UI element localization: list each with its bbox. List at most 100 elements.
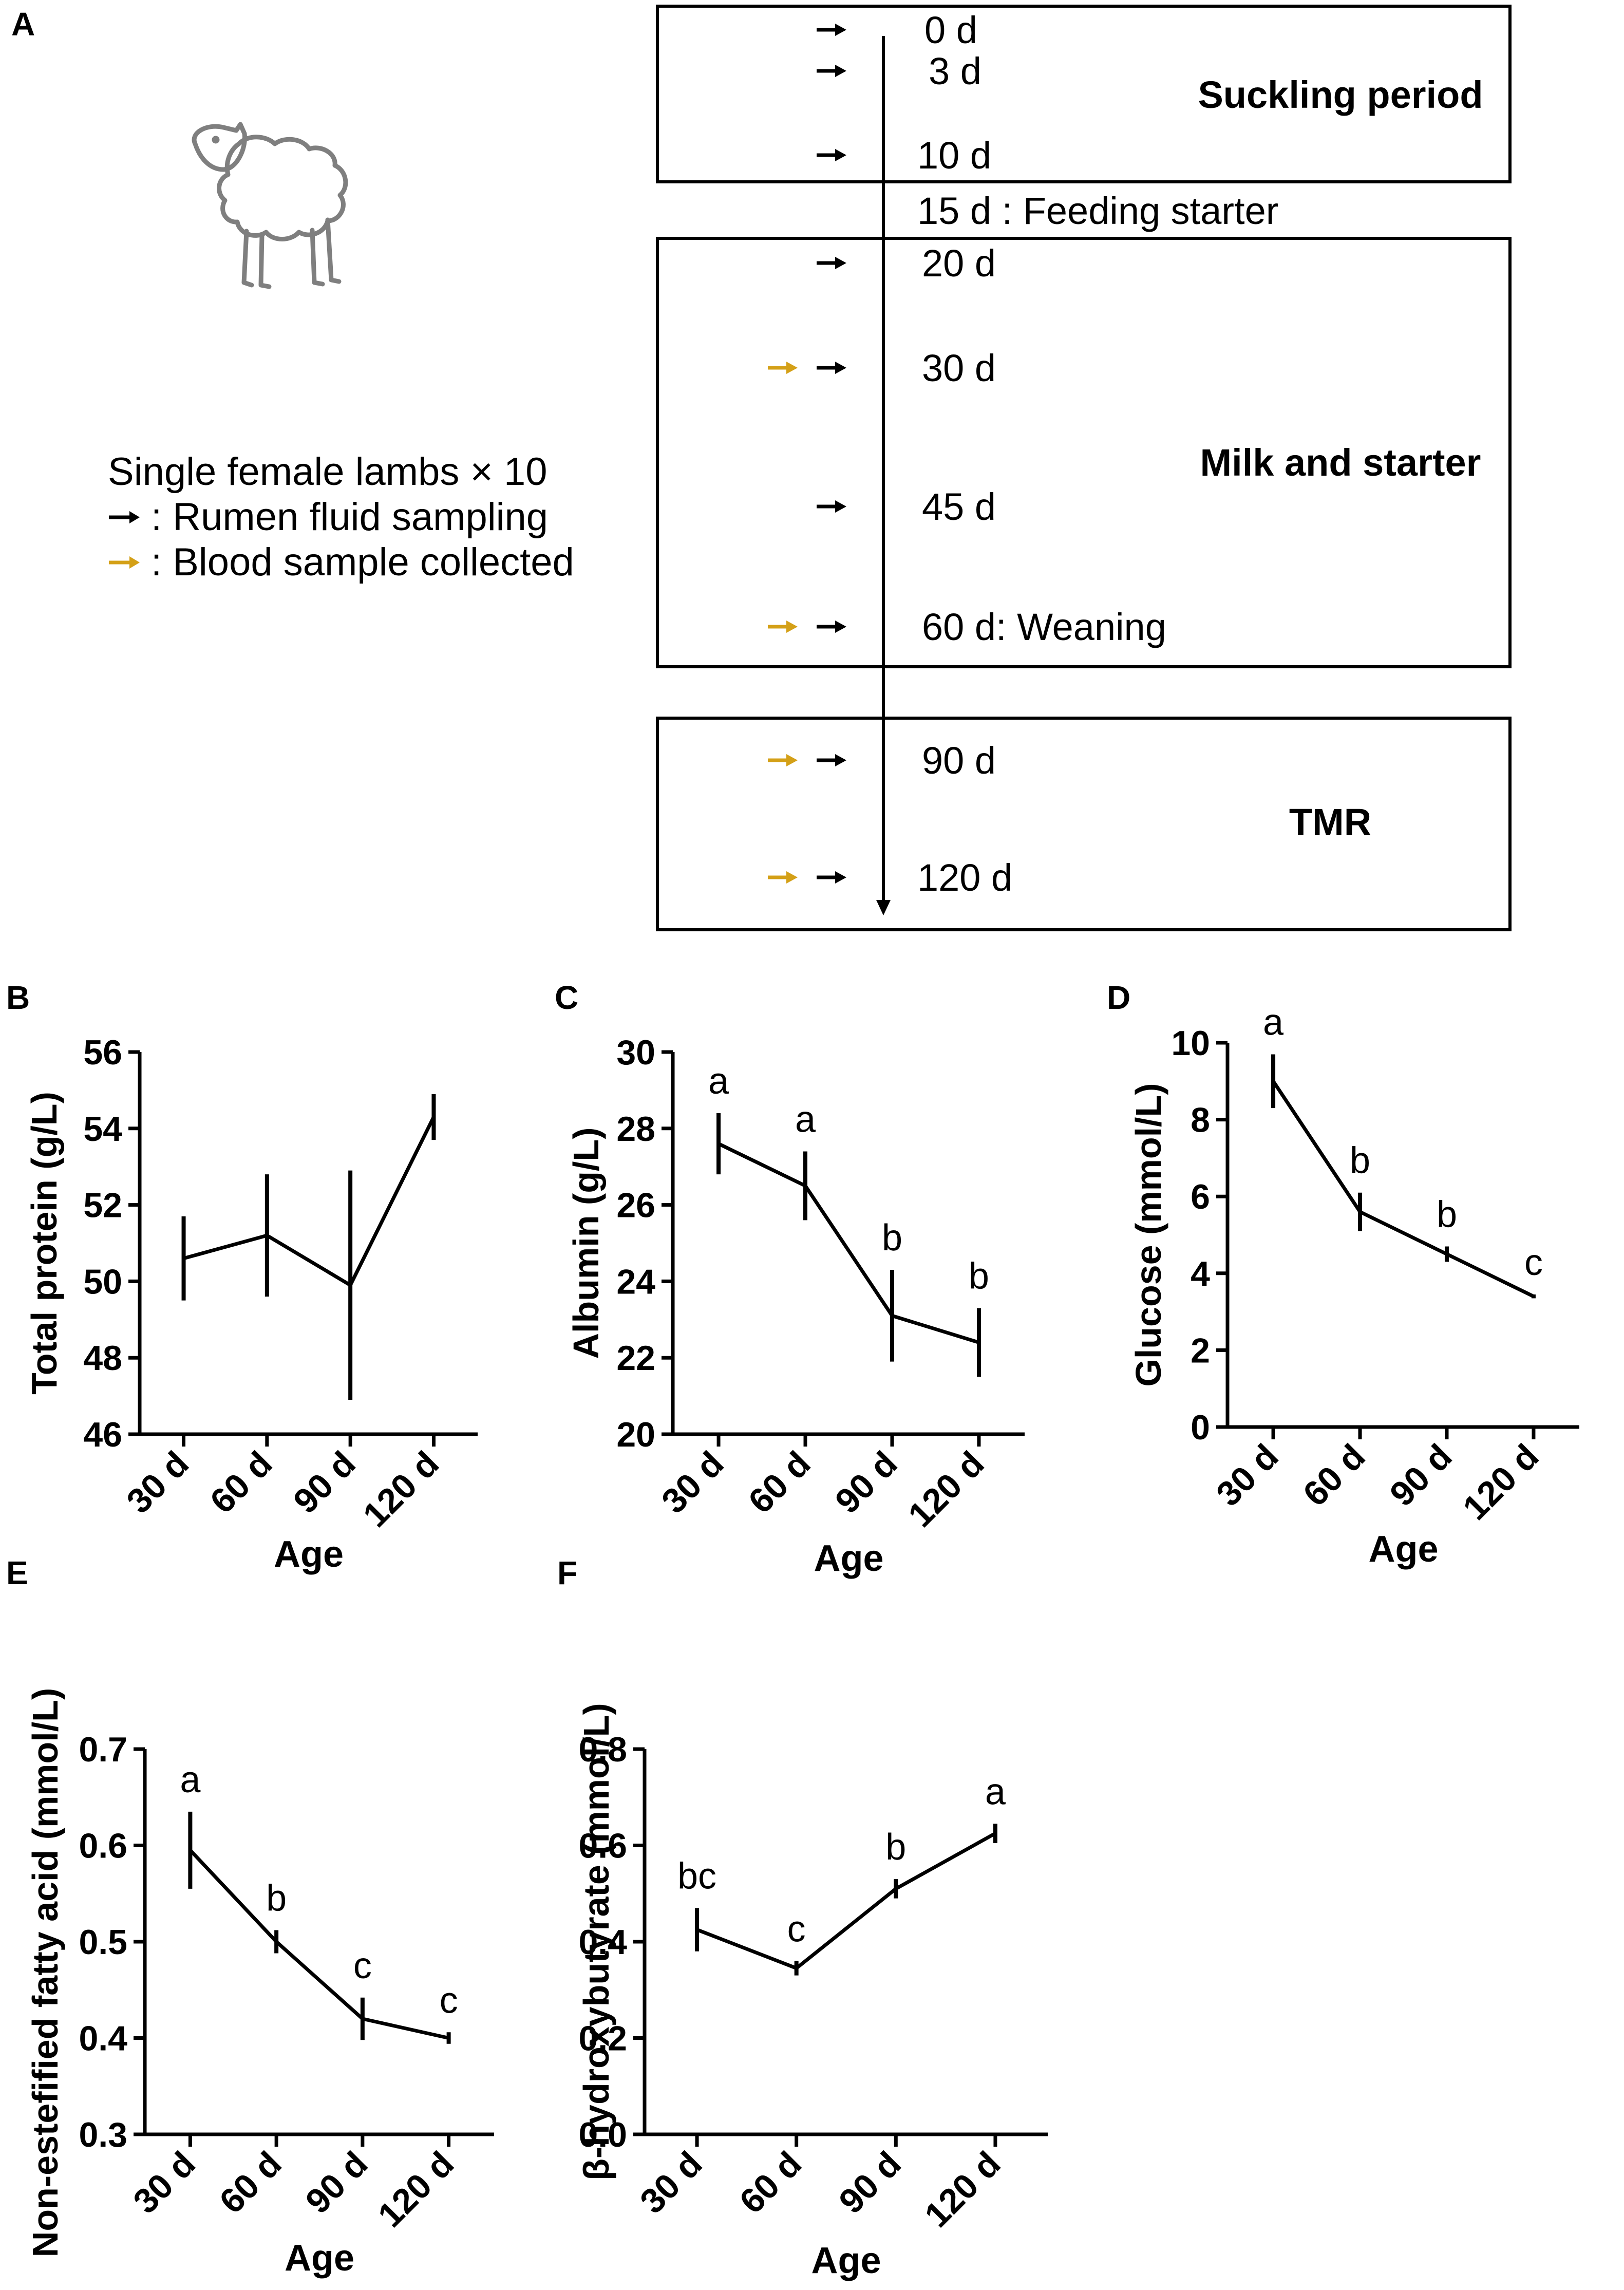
y-tick-label: 0.6 [79,1827,127,1866]
y-axis-title: Glucose (mmol/L) [1128,1083,1168,1386]
significance-letter: bc [677,1855,716,1897]
panel-label-c: C [555,979,579,1016]
rumen-arrow-icon [817,24,846,36]
significance-letter: c [1524,1242,1543,1283]
x-tick-label: 120 d [917,2144,1008,2235]
rumen-arrow-icon [817,362,846,374]
timeline-event-label: 120 d [917,856,1012,899]
x-tick-label: 120 d [901,1444,992,1535]
chart-f: 0.0 0.2 0.4 0.6 0.8 30 d 60 d 90 d 120 d Age β-hyd… [576,1703,1048,2281]
y-tick-label: 10 [1171,1024,1210,1063]
y-tick-label: 24 [616,1262,655,1301]
significance-letter: c [353,1945,372,1986]
rumen-arrow-icon-head [835,871,846,884]
y-tick-label: 0.4 [79,2019,127,2058]
x-axis-title: Age [811,2240,881,2281]
significance-letter: c [440,1980,458,2021]
y-tick-label: 52 [83,1186,122,1225]
gold-arrow-icon [109,556,140,569]
timeline-event-label: 3 d [929,50,981,92]
y-tick-label: 2 [1191,1331,1210,1370]
significance-letter: a [708,1061,729,1102]
y-axis-title: Total protein (g/L) [24,1092,64,1395]
x-tick-label: 60 d [212,2144,289,2221]
x-tick-label: 90 d [286,1444,363,1521]
significance-letter: a [985,1771,1006,1812]
y-tick-label: 0.0 [578,2115,627,2154]
legend-blood: : Blood sample collected [108,540,574,585]
significance-letter: b [1350,1140,1370,1181]
series-line [183,1116,436,1287]
y-tick-label: 30 [616,1033,655,1072]
y-tick-label: 48 [83,1339,122,1378]
blood-arrow-icon-head [786,754,798,766]
rumen-arrow-icon-head [835,149,846,161]
period-box-3 [656,717,1512,931]
panel-label-f: F [557,1554,578,1591]
timeline-event-label: 10 d [917,134,991,177]
x-tick-label: 60 d [732,2144,809,2221]
period-title-3: TMR [1289,801,1371,843]
x-axis-title: Age [285,2238,354,2279]
x-tick-label: 90 d [828,1444,905,1521]
x-tick-label: 60 d [741,1444,818,1521]
timeline-event-label: 20 d [922,242,996,285]
rumen-arrow-icon [817,754,846,766]
legend-rumen: : Rumen fluid sampling [108,495,574,540]
period-box-2 [656,237,1512,668]
y-tick-label: 50 [83,1262,122,1301]
rumen-arrow-icon [817,257,846,269]
rumen-arrow-icon-head [835,257,846,269]
black-arrow-icon [109,511,140,523]
legend-subjects-text: Single female lambs × 10 [108,450,547,494]
rumen-arrow-icon [817,500,846,513]
timeline-event-label: 30 d [922,347,996,389]
blood-arrow-icon [768,754,798,766]
rumen-arrow-icon-head [835,65,846,77]
y-axis-title: Albumin (g/L) [566,1127,606,1359]
legend-rumen-text: : Rumen fluid sampling [151,495,549,539]
x-tick-label: 30 d [126,2144,203,2221]
rumen-arrow-icon [817,149,846,161]
x-tick-label: 30 d [1209,1437,1286,1514]
blood-arrow-icon [768,362,798,374]
period-box-1 [656,5,1512,183]
x-tick-label: 120 d [371,2144,462,2235]
y-tick-label: 0 [1191,1408,1210,1447]
x-tick-label: 30 d [633,2144,710,2221]
y-tick-label: 0.7 [79,1730,127,1769]
blood-arrow-icon [768,871,798,884]
blood-arrow-icon-head [786,621,798,633]
y-tick-label: 20 [616,1415,655,1454]
y-tick-label: 0.6 [578,1827,627,1866]
rumen-arrow-icon-head [835,362,846,374]
rumen-arrow-icon-head [835,754,846,766]
x-axis-title: Age [814,1538,883,1579]
x-tick-label: 120 d [1456,1437,1546,1528]
series-line [717,1142,979,1344]
x-tick-label: 90 d [1383,1437,1460,1514]
timeline-event-label: 45 d [922,485,996,528]
significance-letter: c [787,1909,806,1950]
significance-letter: b [882,1217,902,1259]
significance-letter: a [1263,1002,1284,1043]
panel-label-e: E [6,1554,28,1591]
y-tick-label: 0.3 [79,2115,127,2154]
x-tick-label: 30 d [119,1444,196,1521]
sheep-icon [192,122,348,289]
x-tick-label: 60 d [1296,1437,1373,1514]
x-axis-title: Age [1368,1529,1438,1570]
significance-letter: b [969,1255,989,1297]
y-tick-label: 0.4 [578,1923,627,1962]
y-tick-label: 54 [83,1110,122,1149]
y-tick-label: 28 [616,1110,655,1149]
significance-letter: b [266,1878,287,1919]
series-line [1272,1080,1535,1298]
blood-arrow-icon [768,621,798,633]
series-line [188,1849,449,2040]
rumen-arrow-icon [817,621,846,633]
significance-letter: a [795,1099,816,1140]
y-tick-label: 4 [1191,1254,1210,1293]
